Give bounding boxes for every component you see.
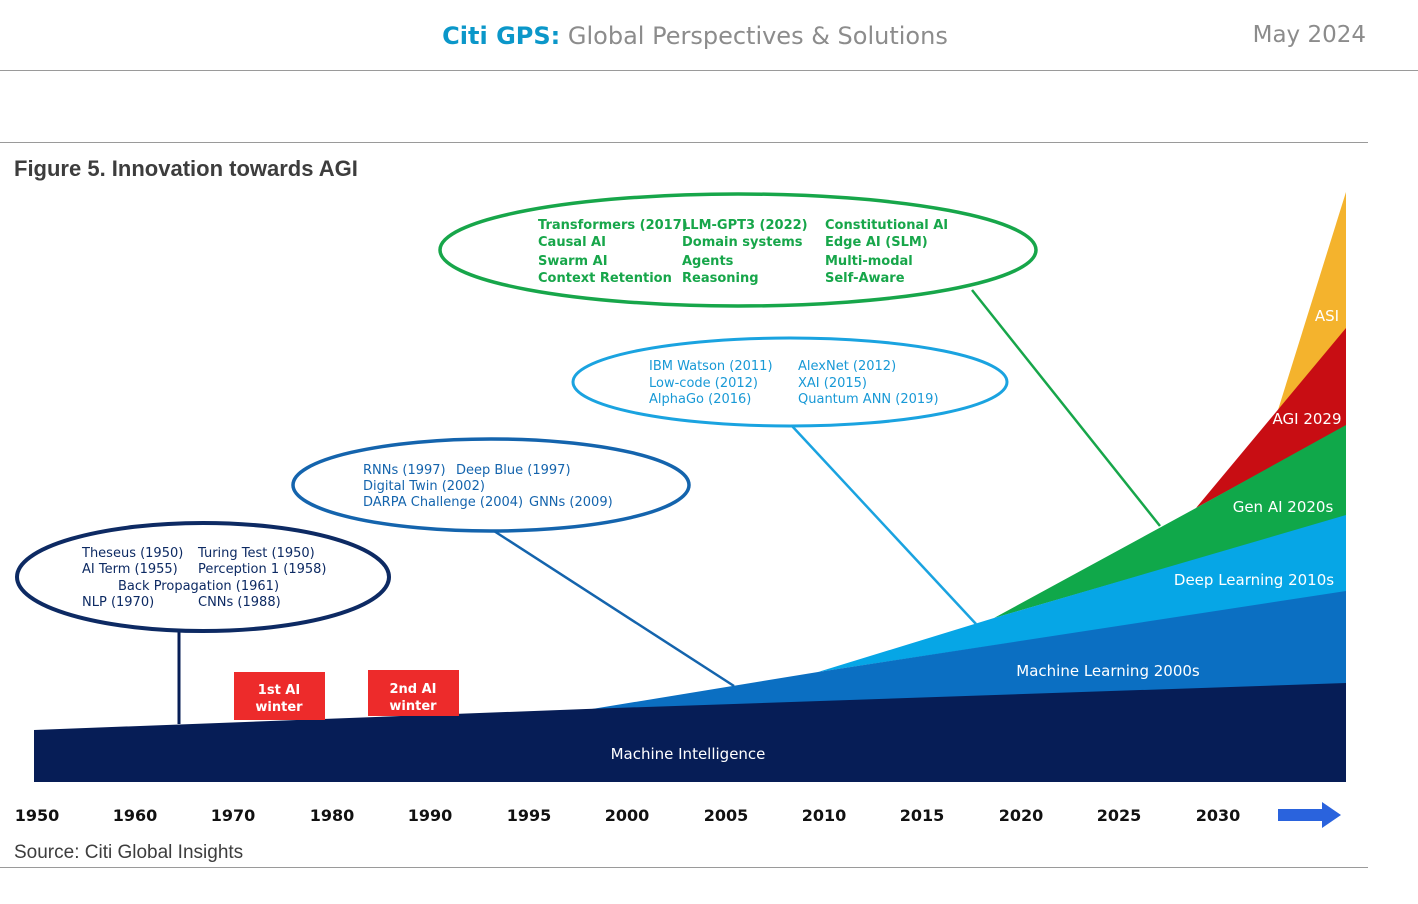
milestone-transformers: Transformers (2017) [538,218,688,233]
publication-date: May 2024 [1252,22,1366,48]
figure-bottom-rule [0,867,1368,868]
tens-connector [791,425,977,625]
year-tick: 1950 [15,806,60,825]
milestone-ibm-watson: IBM Watson (2011) [649,359,773,374]
figure-source: Source: Citi Global Insights [14,842,244,863]
milestone-edge-ai: Edge AI (SLM) [825,235,928,250]
tens-bubble: IBM Watson (2011) AlexNet (2012) Low-cod… [571,336,1009,428]
milestone-domain-systems: Domain systems [682,235,803,250]
machine-learning-label: Machine Learning 2000s [1016,662,1200,680]
gen-ai-layer [994,425,1346,618]
milestone-agents: Agents [682,254,734,269]
milestone-swarm-ai: Swarm AI [538,254,608,269]
milestone-multi-modal: Multi-modal [825,254,913,269]
first-ai-winter: 1st AI winter [234,672,325,720]
year-tick: 2015 [900,806,945,825]
brand-name: Citi GPS: [442,22,561,50]
milestone-cnns: CNNs (1988) [198,595,281,610]
milestone-alexnet: AlexNet (2012) [798,359,896,374]
year-tick: 2030 [1196,806,1241,825]
agi-layer [1196,328,1346,508]
milestone-self-aware: Self-Aware [825,271,905,286]
milestone-perception-1: Perception 1 (1958) [198,562,327,577]
timeline-arrow-icon [1278,802,1341,828]
milestone-theseus: Theseus (1950) [81,546,183,561]
milestone-context-retention: Context Retention [538,271,672,286]
deep-learning-layer [818,515,1346,672]
milestone-llm-gpt3: LLM-GPT3 (2022) [682,218,808,233]
milestone-constitutional-ai: Constitutional AI [825,218,948,233]
milestone-causal-ai: Causal AI [538,235,606,250]
page-header: Citi GPS: Global Perspectives & Solution… [0,0,1418,71]
milestone-nlp: NLP (1970) [82,595,154,610]
nineties-bubble: RNNs (1997) Deep Blue (1997) Digital Twi… [291,437,691,533]
year-tick: 1970 [211,806,256,825]
second-ai-winter-line2: winter [389,699,437,714]
year-tick: 2005 [704,806,749,825]
milestone-xai: XAI (2015) [798,376,867,391]
figure-title: Figure 5. Innovation towards AGI [14,156,358,181]
early-ai-bubble: Theseus (1950) Turing Test (1950) AI Ter… [15,521,391,633]
machine-intelligence-layer [34,683,1346,782]
deep-learning-label: Deep Learning 2010s [1174,571,1334,589]
milestone-rnns: RNNs (1997) [363,463,446,478]
milestone-deep-blue: Deep Blue (1997) [456,463,571,478]
first-ai-winter-line2: winter [255,700,303,715]
twenties-connector [971,289,1161,527]
second-ai-winter: 2nd AI winter [368,670,459,716]
year-tick: 1995 [507,806,552,825]
year-tick: 2000 [605,806,650,825]
first-ai-winter-line1: 1st AI [258,683,300,698]
milestone-turing-test: Turing Test (1950) [197,546,315,561]
brand-tagline: Global Perspectives & Solutions [567,22,948,50]
year-tick: 1960 [113,806,158,825]
milestone-digital-twin: Digital Twin (2002) [363,479,485,494]
twenties-bubble: Transformers (2017) LLM-GPT3 (2022) Cons… [438,192,1038,308]
year-tick: 2025 [1097,806,1142,825]
year-tick: 2020 [999,806,1044,825]
agi-label: AGI 2029 [1273,410,1342,428]
milestone-quantum-ann: Quantum ANN (2019) [798,392,939,407]
year-tick: 1980 [310,806,355,825]
milestone-darpa-challenge: DARPA Challenge (2004) [363,495,523,510]
gen-ai-label: Gen AI 2020s [1233,498,1334,516]
milestone-alphago: AlphaGo (2016) [649,392,751,407]
year-tick: 2010 [802,806,847,825]
asi-label: ASI [1315,307,1339,325]
nineties-connector [493,529,735,688]
second-ai-winter-line1: 2nd AI [389,682,436,697]
milestone-gnns: GNNs (2009) [529,495,613,510]
machine-learning-layer [586,591,1346,710]
milestone-reasoning: Reasoning [682,271,759,286]
figure-top-rule [0,142,1368,143]
machine-intelligence-label: Machine Intelligence [611,745,766,763]
milestone-ai-term: AI Term (1955) [82,562,178,577]
publication-brand: Citi GPS: Global Perspectives & Solution… [0,22,1390,50]
milestone-back-propagation: Back Propagation (1961) [118,579,279,594]
year-tick: 1990 [408,806,453,825]
milestone-low-code: Low-code (2012) [649,376,758,391]
timeline-axis: 1950 1960 1970 1980 1990 1995 2000 2005 … [15,802,1341,828]
asi-layer [1278,192,1346,410]
